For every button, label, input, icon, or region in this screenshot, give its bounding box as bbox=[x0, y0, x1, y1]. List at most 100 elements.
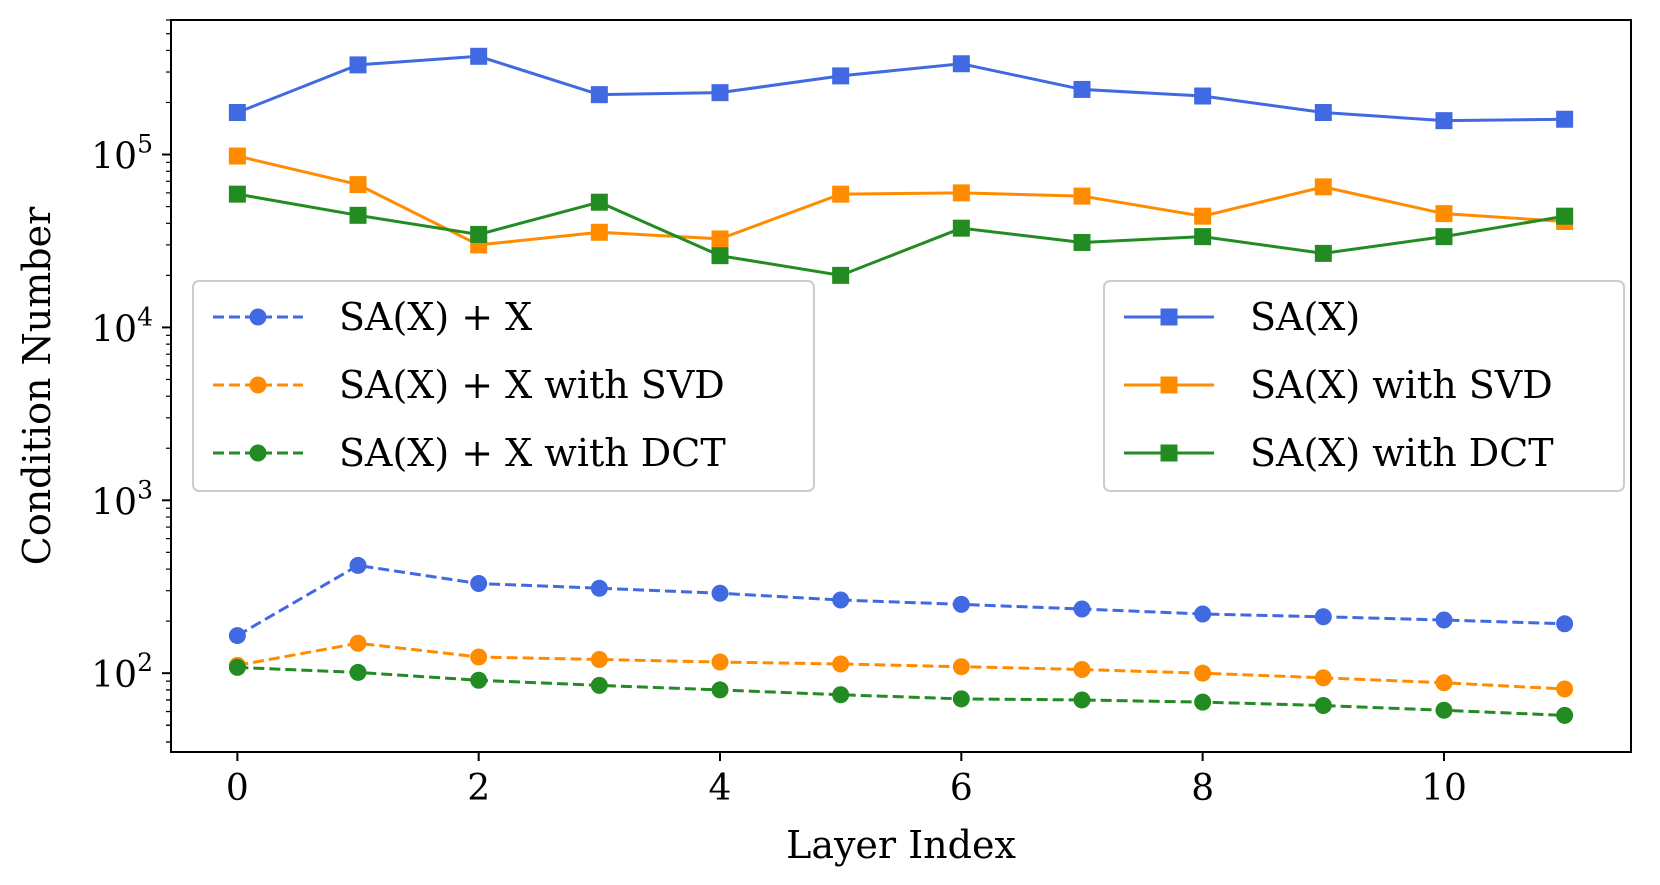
data-point bbox=[590, 223, 608, 241]
data-point bbox=[349, 56, 367, 74]
data-point bbox=[832, 655, 850, 673]
data-point bbox=[832, 67, 850, 85]
data-point bbox=[832, 185, 850, 203]
legend-entry-sa-x-x-with-svd: SA(X) + X with SVD bbox=[339, 363, 725, 407]
data-point bbox=[1435, 674, 1453, 692]
data-point bbox=[349, 663, 367, 681]
data-point bbox=[832, 591, 850, 609]
data-point bbox=[711, 584, 729, 602]
data-point bbox=[1314, 669, 1332, 687]
y-tick-label: 102 bbox=[91, 648, 153, 696]
legend-frame bbox=[1103, 280, 1625, 492]
y-axis-label: Condition Number bbox=[15, 206, 59, 565]
data-point bbox=[590, 193, 608, 211]
data-point bbox=[590, 579, 608, 597]
series-sa-x-x bbox=[228, 556, 1574, 645]
data-point bbox=[1314, 244, 1332, 262]
series-line bbox=[237, 641, 1565, 691]
data-point bbox=[952, 219, 970, 237]
legend-marker bbox=[1160, 444, 1178, 462]
y-axis: 102 103 104 105 bbox=[91, 19, 171, 743]
data-point bbox=[228, 185, 246, 203]
data-point bbox=[711, 230, 729, 248]
data-point bbox=[952, 658, 970, 676]
data-point bbox=[952, 595, 970, 613]
data-point bbox=[1435, 205, 1453, 223]
data-point bbox=[1194, 87, 1212, 105]
data-point bbox=[1556, 706, 1574, 724]
y-tick-label: 104 bbox=[91, 302, 153, 350]
data-point bbox=[1435, 611, 1453, 629]
data-point bbox=[711, 84, 729, 102]
x-tick-label: 2 bbox=[467, 768, 490, 809]
y-tick-label: 103 bbox=[91, 475, 153, 523]
series-sa-x-with-dct bbox=[228, 185, 1574, 284]
x-axis: 0 2 4 6 8 10 bbox=[226, 752, 1467, 809]
x-tick-label: 0 bbox=[226, 768, 249, 809]
legend-entry-sa-x-with-svd: SA(X) with SVD bbox=[1250, 363, 1553, 407]
data-point bbox=[349, 556, 367, 574]
data-point bbox=[1314, 178, 1332, 196]
data-point bbox=[1073, 691, 1091, 709]
data-point bbox=[1073, 187, 1091, 205]
data-point bbox=[832, 686, 850, 704]
data-point bbox=[1314, 608, 1332, 626]
data-point bbox=[711, 681, 729, 699]
series-line bbox=[237, 192, 1565, 277]
data-point bbox=[470, 47, 488, 65]
legend-entry-sa-x: SA(X) bbox=[1250, 295, 1360, 339]
series-line bbox=[237, 665, 1565, 717]
x-tick-label: 10 bbox=[1421, 768, 1467, 809]
data-point bbox=[1314, 697, 1332, 715]
data-point bbox=[349, 634, 367, 652]
data-point bbox=[1073, 80, 1091, 98]
data-point bbox=[1314, 104, 1332, 122]
data-point bbox=[590, 86, 608, 104]
x-tick-label: 8 bbox=[1191, 768, 1214, 809]
series-line bbox=[236, 563, 1565, 637]
series-sa-x bbox=[228, 47, 1574, 130]
legend-marker bbox=[249, 376, 267, 394]
legend-marker bbox=[249, 308, 267, 326]
data-point bbox=[1073, 233, 1091, 251]
data-point bbox=[1194, 664, 1212, 682]
data-point bbox=[470, 671, 488, 689]
data-point bbox=[1194, 228, 1212, 246]
data-point bbox=[952, 55, 970, 73]
series-line bbox=[236, 54, 1565, 123]
data-point bbox=[228, 147, 246, 165]
data-point bbox=[1073, 661, 1091, 679]
data-point bbox=[349, 176, 367, 194]
data-point bbox=[1194, 693, 1212, 711]
legend-residual: SA(X) + X SA(X) + X with SVD SA(X) + X wit… bbox=[192, 280, 815, 492]
x-tick-label: 4 bbox=[709, 768, 732, 809]
data-point bbox=[711, 247, 729, 265]
legend-attention: SA(X) SA(X) with SVD SA(X) with DCT bbox=[1103, 280, 1625, 492]
legend-entry-sa-x-with-dct: SA(X) with DCT bbox=[1250, 431, 1554, 475]
data-point bbox=[228, 104, 246, 122]
axes-frame bbox=[170, 19, 1632, 753]
legend-entry-sa-x-x-with-dct: SA(X) + X with DCT bbox=[339, 431, 726, 475]
data-point bbox=[228, 627, 246, 645]
data-point bbox=[590, 676, 608, 694]
data-point bbox=[470, 575, 488, 593]
data-point bbox=[590, 650, 608, 668]
data-point bbox=[1556, 110, 1574, 128]
legend-entry-sa-x-x: SA(X) + X bbox=[339, 295, 532, 339]
data-point bbox=[1194, 605, 1212, 623]
data-point bbox=[1556, 207, 1574, 225]
data-point bbox=[711, 653, 729, 671]
data-point bbox=[1435, 112, 1453, 130]
data-point bbox=[952, 690, 970, 708]
x-tick-label: 6 bbox=[950, 768, 973, 809]
data-point bbox=[1556, 615, 1574, 633]
series-sa-x-x-with-dct bbox=[228, 658, 1574, 724]
legend-marker bbox=[1160, 308, 1178, 326]
legend-marker bbox=[1160, 376, 1178, 394]
legend-marker bbox=[249, 444, 267, 462]
data-point bbox=[1435, 701, 1453, 719]
series-line bbox=[237, 154, 1565, 247]
data-point bbox=[228, 658, 246, 676]
data-point bbox=[1194, 207, 1212, 225]
